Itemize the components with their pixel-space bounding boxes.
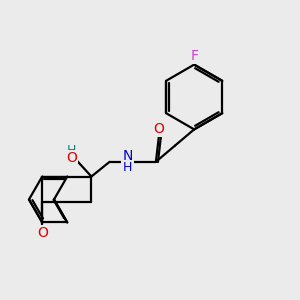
Text: F: F [190,50,198,63]
Text: H: H [67,144,76,157]
Text: O: O [153,122,164,136]
Text: H: H [123,160,132,174]
Text: O: O [37,226,48,240]
Text: O: O [66,151,77,165]
Text: N: N [122,149,133,164]
